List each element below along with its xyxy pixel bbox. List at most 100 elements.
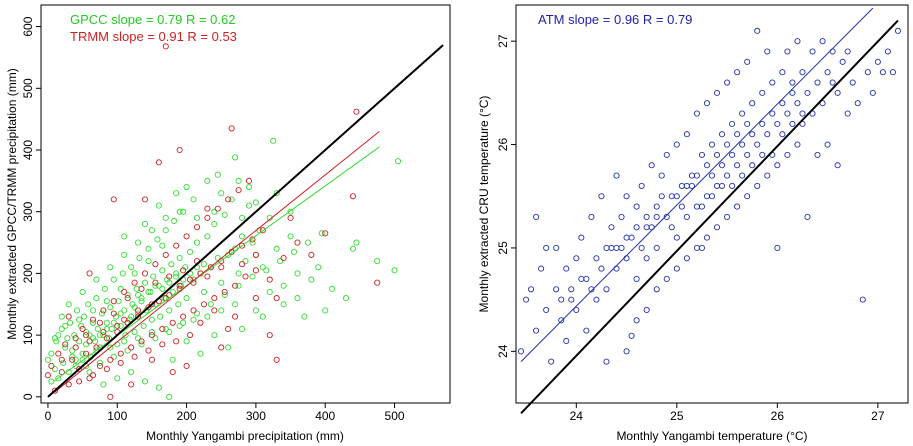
- data-point: [232, 282, 239, 289]
- data-point: [252, 199, 259, 206]
- data-point: [232, 313, 239, 320]
- data-point: [105, 335, 112, 342]
- data-point: [638, 182, 645, 189]
- data-point: [168, 261, 175, 268]
- data-point: [51, 387, 58, 394]
- data-point: [93, 276, 100, 283]
- data-point: [197, 350, 204, 357]
- data-point: [643, 306, 650, 314]
- data-point: [280, 254, 287, 262]
- data-point: [744, 120, 751, 127]
- data-point: [668, 224, 675, 231]
- data-point: [148, 332, 155, 339]
- data-point: [154, 236, 161, 243]
- data-point: [814, 151, 821, 158]
- data-point: [713, 89, 721, 96]
- data-point: [166, 328, 173, 336]
- data-point: [48, 362, 55, 370]
- y-tick-label: 24: [496, 344, 510, 358]
- data-point: [633, 203, 640, 210]
- data-point: [628, 332, 635, 339]
- data-point: [173, 190, 180, 197]
- data-point: [779, 69, 786, 76]
- data-point: [623, 348, 630, 355]
- data-point: [218, 344, 225, 351]
- data-point: [238, 233, 246, 240]
- data-point: [107, 344, 114, 351]
- data-point: [814, 79, 821, 86]
- data-point: [573, 306, 580, 314]
- data-point: [103, 335, 110, 342]
- data-point: [573, 255, 580, 262]
- data-point: [225, 344, 232, 351]
- data-point: [218, 307, 225, 314]
- data-point: [176, 282, 183, 289]
- data-point: [764, 172, 771, 179]
- data-point: [273, 245, 280, 252]
- data-point: [117, 359, 124, 366]
- data-point: [122, 332, 129, 339]
- data-point: [308, 276, 315, 283]
- data-point: [774, 162, 781, 169]
- data-point: [349, 245, 356, 252]
- data-point: [729, 151, 736, 158]
- data-point: [72, 362, 79, 370]
- data-point: [76, 366, 83, 373]
- data-point: [824, 141, 831, 148]
- data-point: [141, 279, 149, 286]
- data-point: [273, 295, 280, 302]
- data-point: [128, 381, 135, 388]
- data-point: [183, 338, 190, 345]
- data-point: [197, 319, 204, 326]
- data-point: [724, 79, 731, 86]
- data-point: [228, 125, 235, 132]
- data-point: [145, 288, 152, 295]
- data-point: [789, 89, 796, 96]
- data-point: [749, 100, 756, 107]
- left-legend-gpcc: GPCC slope = 0.79 R = 0.62: [70, 12, 235, 27]
- data-point: [117, 285, 124, 292]
- data-point: [259, 313, 266, 320]
- data-point: [193, 214, 201, 221]
- data-point: [128, 313, 135, 320]
- data-point: [138, 295, 145, 302]
- data-point: [152, 279, 159, 286]
- data-point: [76, 316, 83, 323]
- data-point: [183, 183, 190, 191]
- data-point: [238, 214, 246, 221]
- data-point: [204, 177, 211, 184]
- data-point: [83, 332, 90, 339]
- data-point: [259, 264, 266, 271]
- data-point: [110, 276, 117, 283]
- data-point: [86, 375, 93, 382]
- data-point: [643, 255, 650, 262]
- data-point: [221, 291, 228, 299]
- data-point: [374, 279, 381, 286]
- data-point: [673, 141, 680, 148]
- data-point: [844, 48, 851, 55]
- data-point: [869, 89, 876, 96]
- x-tick-label: 500: [385, 409, 405, 423]
- data-point: [266, 288, 273, 295]
- data-point: [159, 267, 166, 274]
- data-point: [86, 332, 93, 339]
- data-point: [121, 288, 128, 295]
- data-point: [131, 328, 138, 336]
- data-point: [391, 267, 398, 274]
- data-point: [683, 182, 690, 189]
- data-point: [294, 295, 301, 302]
- data-point: [784, 151, 791, 158]
- data-point: [101, 285, 108, 292]
- data-point: [65, 301, 72, 308]
- data-point: [83, 328, 90, 336]
- data-point: [58, 325, 65, 333]
- data-point: [204, 233, 211, 240]
- data-point: [214, 205, 221, 212]
- data-point: [128, 264, 135, 271]
- data-point: [180, 208, 187, 215]
- data-point: [107, 356, 114, 363]
- data-point: [774, 244, 781, 251]
- data-point: [245, 177, 253, 184]
- data-point: [140, 322, 147, 329]
- data-point: [89, 319, 97, 326]
